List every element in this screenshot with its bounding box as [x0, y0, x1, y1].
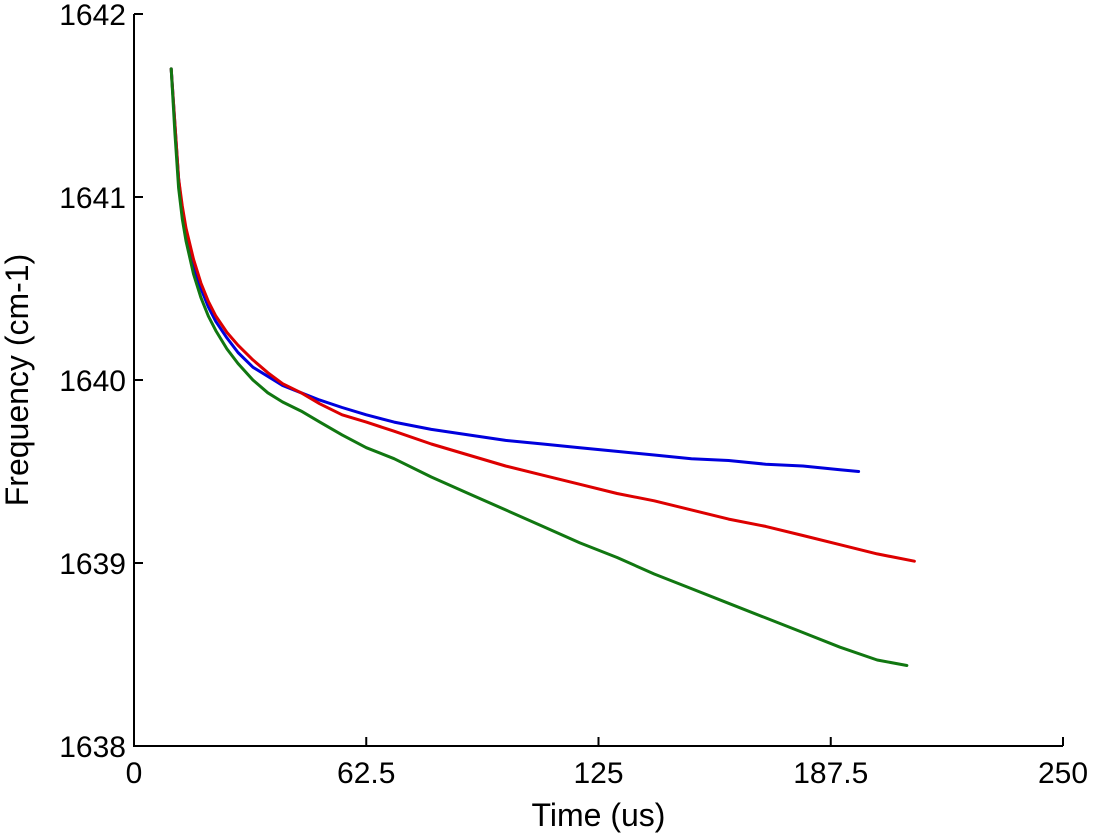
y-axis-title: Frequency (cm-1)	[0, 254, 35, 507]
series-line-2	[169, 67, 916, 563]
x-tick-label: 125	[573, 757, 623, 790]
y-tick-label: 1640	[59, 365, 126, 398]
y-tick-label: 1641	[59, 182, 126, 215]
y-tick-label: 1638	[59, 731, 126, 764]
x-axis-title: Time (us)	[532, 797, 666, 833]
ticks-layer: 0 62.5 125 187.5 250 1638 1639 1640 1641 1642	[59, 0, 1088, 790]
y-tick-label: 1639	[59, 548, 126, 581]
x-tick-label: 187.5	[793, 757, 868, 790]
y-tick-label: 1642	[59, 0, 126, 32]
series-layer	[169, 67, 916, 667]
series-line-3	[169, 67, 909, 667]
axes-frame	[133, 14, 1063, 747]
x-tick-label: 62.5	[337, 757, 395, 790]
x-tick-label: 0	[126, 757, 143, 790]
series-line-1	[169, 67, 861, 473]
x-tick-label: 250	[1038, 757, 1088, 790]
